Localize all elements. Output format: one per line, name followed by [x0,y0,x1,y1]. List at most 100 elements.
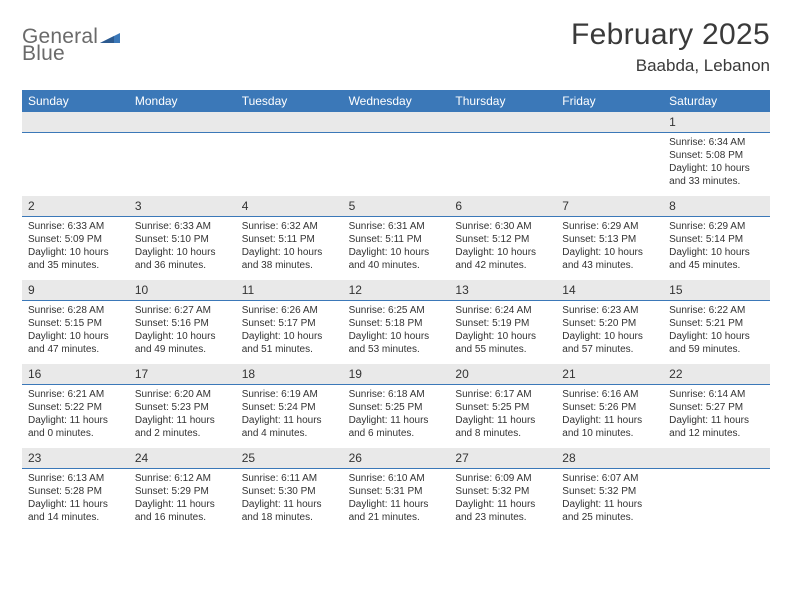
daylight-text: Daylight: 11 hours and 18 minutes. [242,498,337,524]
daynum: 10 [129,280,236,300]
daynum [236,112,343,132]
sunset-text: Sunset: 5:21 PM [669,317,764,330]
day-cell: Sunrise: 6:13 AMSunset: 5:28 PMDaylight:… [22,469,129,532]
week-3-daynums: 9 10 11 12 13 14 15 [22,280,770,301]
sunset-text: Sunset: 5:25 PM [349,401,444,414]
sunrise-text: Sunrise: 6:09 AM [455,472,550,485]
daylight-text: Daylight: 10 hours and 51 minutes. [242,330,337,356]
daylight-text: Daylight: 10 hours and 43 minutes. [562,246,657,272]
daynum: 21 [556,364,663,384]
title-block: February 2025 Baabda, Lebanon [571,18,770,76]
sunset-text: Sunset: 5:11 PM [242,233,337,246]
sunset-text: Sunset: 5:11 PM [349,233,444,246]
logo-text-block: General Blue [22,26,120,64]
sunset-text: Sunset: 5:26 PM [562,401,657,414]
day-cell: Sunrise: 6:33 AMSunset: 5:10 PMDaylight:… [129,217,236,280]
sunset-text: Sunset: 5:29 PM [135,485,230,498]
week-2-body: Sunrise: 6:33 AMSunset: 5:09 PMDaylight:… [22,217,770,280]
dow-thursday: Thursday [449,90,556,112]
daylight-text: Daylight: 10 hours and 59 minutes. [669,330,764,356]
dow-saturday: Saturday [663,90,770,112]
daylight-text: Daylight: 10 hours and 47 minutes. [28,330,123,356]
daynum [129,112,236,132]
day-cell: Sunrise: 6:17 AMSunset: 5:25 PMDaylight:… [449,385,556,448]
daynum: 18 [236,364,343,384]
day-cell [449,133,556,196]
daynum: 11 [236,280,343,300]
week-4-daynums: 16 17 18 19 20 21 22 [22,364,770,385]
daynum: 22 [663,364,770,384]
sunrise-text: Sunrise: 6:13 AM [28,472,123,485]
daynum: 17 [129,364,236,384]
sunset-text: Sunset: 5:19 PM [455,317,550,330]
day-cell: Sunrise: 6:11 AMSunset: 5:30 PMDaylight:… [236,469,343,532]
days-of-week-header: Sunday Monday Tuesday Wednesday Thursday… [22,90,770,112]
sunrise-text: Sunrise: 6:10 AM [349,472,444,485]
sunrise-text: Sunrise: 6:29 AM [669,220,764,233]
sunrise-text: Sunrise: 6:30 AM [455,220,550,233]
sunset-text: Sunset: 5:30 PM [242,485,337,498]
sunset-text: Sunset: 5:22 PM [28,401,123,414]
sunset-text: Sunset: 5:14 PM [669,233,764,246]
daynum: 23 [22,448,129,468]
day-cell: Sunrise: 6:34 AMSunset: 5:08 PMDaylight:… [663,133,770,196]
logo-flag-icon [100,26,120,47]
daynum: 27 [449,448,556,468]
day-cell: Sunrise: 6:23 AMSunset: 5:20 PMDaylight:… [556,301,663,364]
sunset-text: Sunset: 5:25 PM [455,401,550,414]
daynum: 5 [343,196,450,216]
sunrise-text: Sunrise: 6:29 AM [562,220,657,233]
daynum: 1 [663,112,770,132]
daylight-text: Daylight: 10 hours and 53 minutes. [349,330,444,356]
day-cell [236,133,343,196]
daynum [449,112,556,132]
sunrise-text: Sunrise: 6:17 AM [455,388,550,401]
daynum: 19 [343,364,450,384]
daynum: 20 [449,364,556,384]
week-1-daynums: 1 [22,112,770,133]
location-label: Baabda, Lebanon [571,56,770,76]
sunset-text: Sunset: 5:24 PM [242,401,337,414]
day-cell: Sunrise: 6:16 AMSunset: 5:26 PMDaylight:… [556,385,663,448]
daynum: 15 [663,280,770,300]
week-4-body: Sunrise: 6:21 AMSunset: 5:22 PMDaylight:… [22,385,770,448]
month-title: February 2025 [571,18,770,52]
brand-logo: General Blue [22,18,120,64]
header: General Blue February 2025 Baabda, Leban… [22,18,770,76]
daylight-text: Daylight: 11 hours and 21 minutes. [349,498,444,524]
sunrise-text: Sunrise: 6:25 AM [349,304,444,317]
day-cell [663,469,770,532]
day-cell: Sunrise: 6:29 AMSunset: 5:13 PMDaylight:… [556,217,663,280]
day-cell: Sunrise: 6:30 AMSunset: 5:12 PMDaylight:… [449,217,556,280]
brand-name-b: Blue [22,42,65,65]
daylight-text: Daylight: 11 hours and 0 minutes. [28,414,123,440]
sunset-text: Sunset: 5:17 PM [242,317,337,330]
sunset-text: Sunset: 5:32 PM [455,485,550,498]
sunrise-text: Sunrise: 6:12 AM [135,472,230,485]
day-cell: Sunrise: 6:10 AMSunset: 5:31 PMDaylight:… [343,469,450,532]
sunset-text: Sunset: 5:28 PM [28,485,123,498]
daynum: 16 [22,364,129,384]
daynum: 12 [343,280,450,300]
sunrise-text: Sunrise: 6:18 AM [349,388,444,401]
sunrise-text: Sunrise: 6:20 AM [135,388,230,401]
daynum [663,448,770,468]
daynum: 7 [556,196,663,216]
sunset-text: Sunset: 5:23 PM [135,401,230,414]
daynum: 25 [236,448,343,468]
daylight-text: Daylight: 11 hours and 8 minutes. [455,414,550,440]
sunset-text: Sunset: 5:12 PM [455,233,550,246]
day-cell: Sunrise: 6:21 AMSunset: 5:22 PMDaylight:… [22,385,129,448]
daynum [343,112,450,132]
day-cell: Sunrise: 6:18 AMSunset: 5:25 PMDaylight:… [343,385,450,448]
week-5-daynums: 23 24 25 26 27 28 [22,448,770,469]
daylight-text: Daylight: 11 hours and 14 minutes. [28,498,123,524]
sunset-text: Sunset: 5:31 PM [349,485,444,498]
day-cell: Sunrise: 6:14 AMSunset: 5:27 PMDaylight:… [663,385,770,448]
daynum [556,112,663,132]
daynum: 6 [449,196,556,216]
day-cell: Sunrise: 6:28 AMSunset: 5:15 PMDaylight:… [22,301,129,364]
sunrise-text: Sunrise: 6:31 AM [349,220,444,233]
daynum: 2 [22,196,129,216]
sunrise-text: Sunrise: 6:24 AM [455,304,550,317]
